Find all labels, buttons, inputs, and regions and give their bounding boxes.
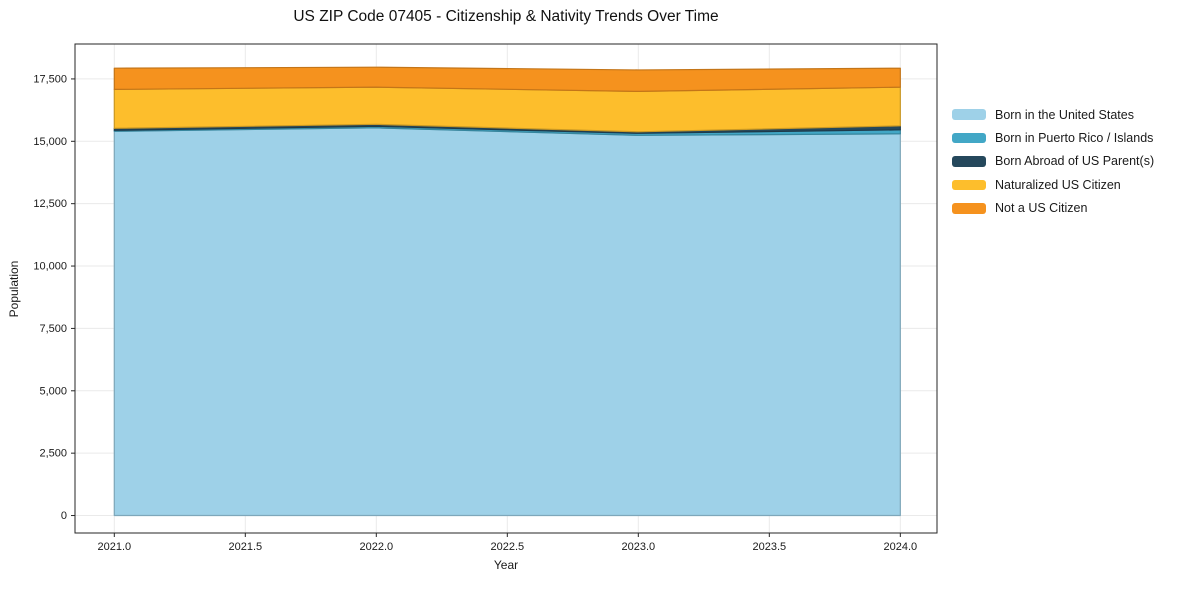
- x-tick-label: 2021.5: [228, 541, 262, 553]
- x-tick-label: 2022.0: [359, 541, 393, 553]
- y-tick-label: 12,500: [33, 198, 67, 210]
- legend-swatch-icon: [952, 179, 986, 191]
- legend-item-naturalized-us-citizen: Naturalized US Citizen: [952, 173, 1154, 196]
- x-tick-label: 2023.0: [621, 541, 655, 553]
- legend-swatch-icon: [952, 132, 986, 144]
- y-tick-label: 7,500: [39, 323, 67, 335]
- legend-item-born-abroad-of-us-parent-s: Born Abroad of US Parent(s): [952, 150, 1154, 173]
- legend-label: Born in Puerto Rico / Islands: [995, 131, 1154, 146]
- legend: Born in the United States Born in Puerto …: [952, 103, 1154, 220]
- y-axis-label: Population: [7, 260, 21, 318]
- legend-item-born-in-the-united-states: Born in the United States: [952, 103, 1154, 126]
- y-tick-label: 17,500: [33, 73, 67, 85]
- legend-item-born-in-puerto-rico-islands: Born in Puerto Rico / Islands: [952, 126, 1154, 149]
- y-tick-label: 5,000: [39, 385, 67, 397]
- legend-item-not-a-us-citizen: Not a US Citizen: [952, 197, 1154, 220]
- x-tick-label: 2023.5: [752, 541, 786, 553]
- x-tick-label: 2021.0: [97, 541, 131, 553]
- plot-border: [74, 43, 938, 534]
- legend-label: Born Abroad of US Parent(s): [995, 154, 1155, 169]
- y-tick-label: 2,500: [39, 448, 67, 460]
- legend-swatch-icon: [952, 156, 986, 167]
- legend-label: Born in the United States: [995, 107, 1134, 122]
- legend-label: Naturalized US Citizen: [995, 177, 1121, 192]
- chart-title: US ZIP Code 07405 - Citizenship & Nativi…: [293, 8, 719, 25]
- x-tick-label: 2024.0: [883, 541, 917, 553]
- x-tick-label: 2022.5: [490, 541, 524, 553]
- legend-label: Not a US Citizen: [995, 201, 1088, 216]
- area-naturalized-us-citizen: [113, 86, 901, 133]
- y-tick-label: 10,000: [33, 261, 67, 273]
- legend-swatch-icon: [952, 203, 986, 214]
- legend-swatch-icon: [952, 109, 986, 120]
- area-not-a-us-citizen: [113, 66, 901, 93]
- area-born-in-the-united-states: [113, 127, 901, 517]
- x-axis-label: Year: [493, 558, 519, 572]
- y-tick-label: 15,000: [33, 136, 67, 148]
- y-tick-label: 0: [61, 510, 67, 522]
